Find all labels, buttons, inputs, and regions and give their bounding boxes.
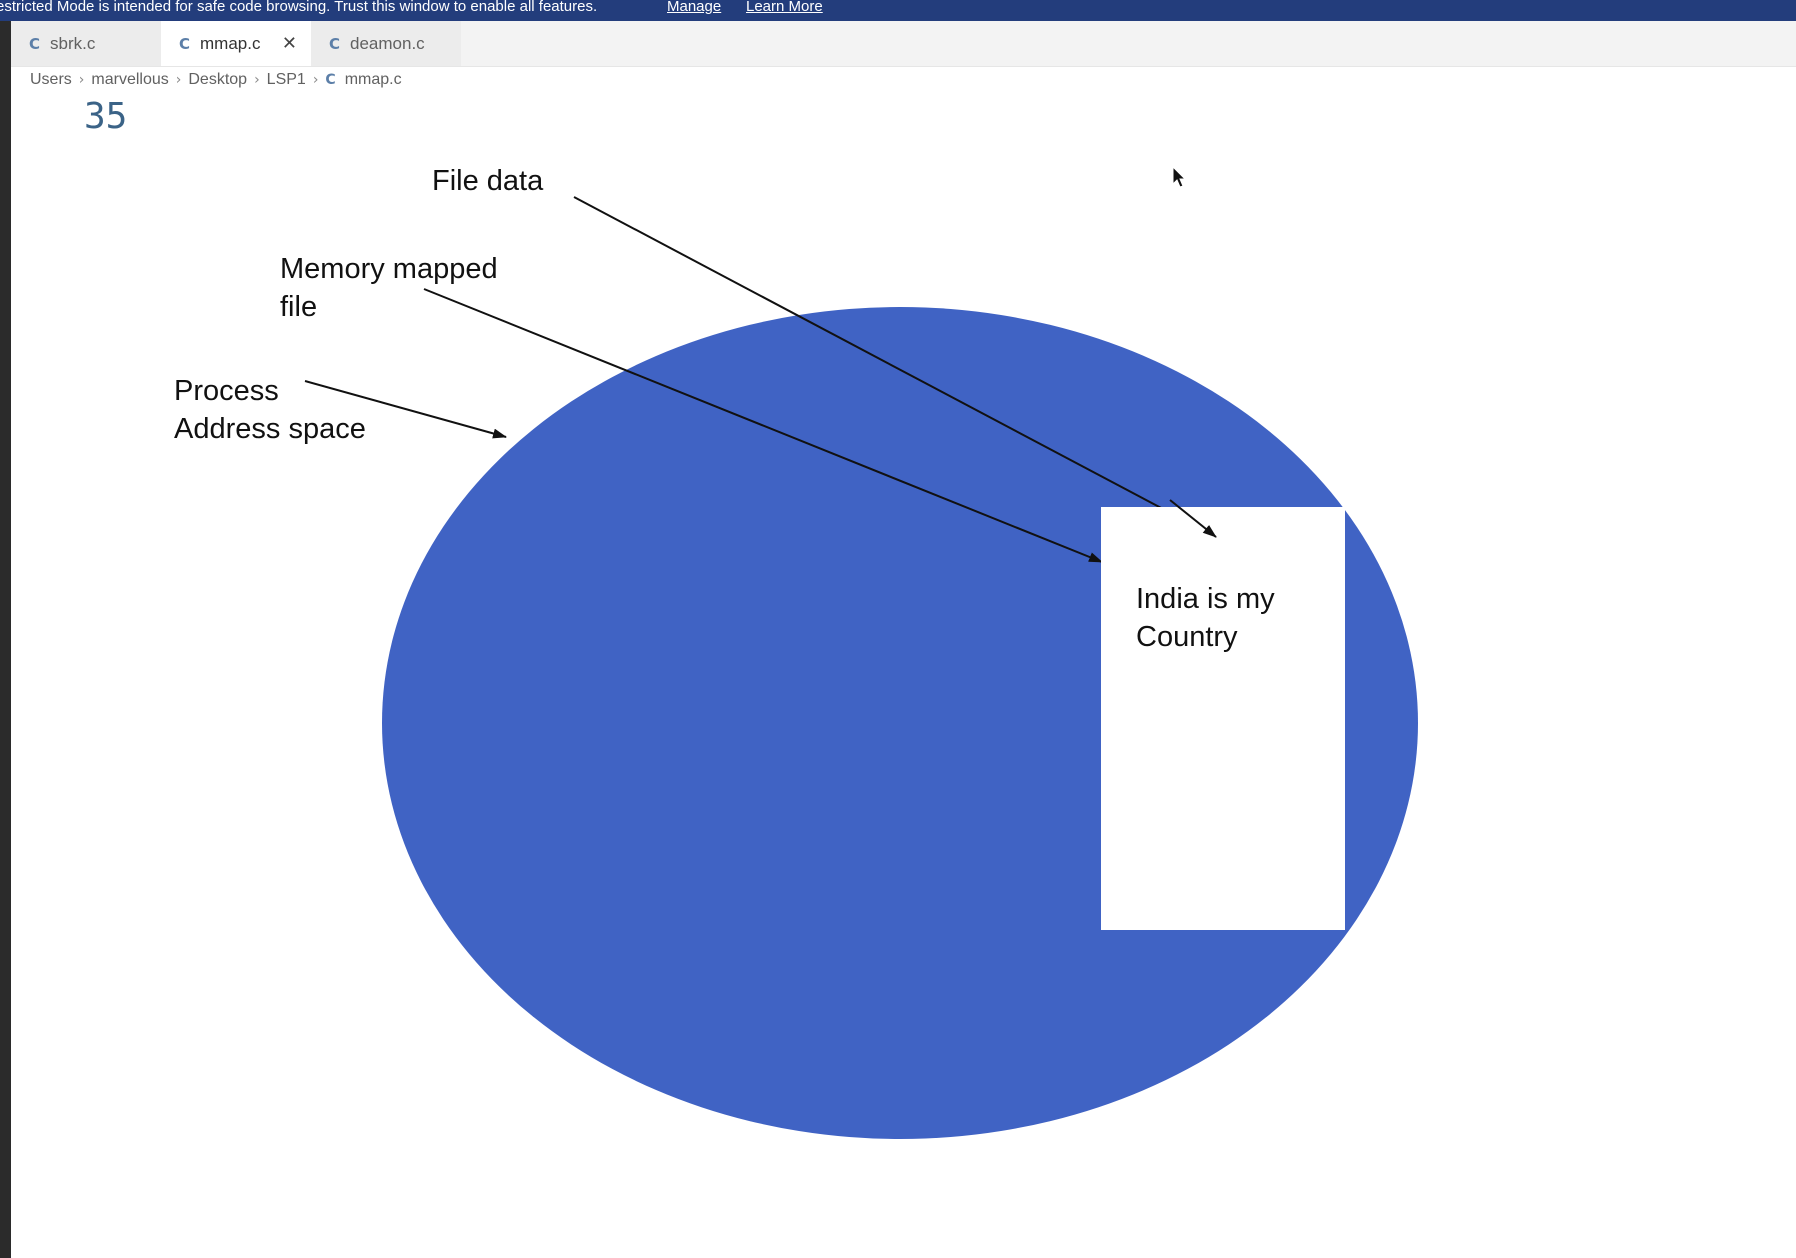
process-label-line2: Address space: [174, 413, 366, 445]
breadcrumb-item-users[interactable]: Users: [30, 71, 72, 88]
file-content-text: India is my Country: [1136, 583, 1275, 653]
breadcrumb-item-file[interactable]: mmap.c: [344, 71, 402, 88]
editor-tab-bar: C sbrk.c C mmap.c ✕ C deamon.c: [11, 21, 1796, 67]
breadcrumb: Users › marvellous › Desktop › LSP1 › C …: [30, 68, 402, 92]
process-address-space-arrow: [304, 380, 507, 439]
tab-mmap[interactable]: C mmap.c ✕: [161, 21, 311, 66]
learn-more-link[interactable]: Learn More: [746, 0, 823, 15]
manage-link[interactable]: Manage: [667, 0, 722, 15]
tab-sbrk[interactable]: C sbrk.c: [11, 21, 161, 66]
tab-label: mmap.c: [200, 33, 261, 53]
memory-mapped-label-line2: file: [280, 291, 318, 323]
mouse-pointer-icon: [1172, 166, 1187, 188]
c-file-icon: C: [325, 72, 336, 88]
process-label-line1: Process: [174, 375, 279, 407]
memory-mapped-label-line1: Memory mapped: [280, 253, 498, 285]
c-file-icon: C: [179, 34, 191, 53]
tab-label: sbrk.c: [50, 33, 96, 53]
breadcrumb-item-desktop[interactable]: Desktop: [188, 71, 248, 88]
c-file-icon: C: [329, 34, 341, 53]
chevron-right-icon: ›: [312, 72, 319, 88]
file-data-arrow: [573, 196, 1217, 538]
chevron-right-icon: ›: [78, 72, 85, 88]
line-number: 35: [84, 96, 128, 137]
restricted-mode-banner: estricted Mode is intended for safe code…: [0, 0, 1796, 21]
tab-deamon[interactable]: C deamon.c: [311, 21, 461, 66]
memory-mapped-file-arrow: [423, 288, 1103, 563]
chevron-right-icon: ›: [175, 72, 182, 88]
close-icon[interactable]: ✕: [281, 33, 297, 54]
breadcrumb-item-lsp1[interactable]: LSP1: [266, 71, 306, 88]
tab-label: deamon.c: [350, 33, 425, 53]
chevron-right-icon: ›: [254, 72, 260, 88]
left-window-edge: [0, 0, 11, 1258]
file-data-label: File data: [432, 165, 544, 197]
restricted-mode-message: estricted Mode is intended for safe code…: [0, 0, 598, 15]
breadcrumb-item-marvellous[interactable]: marvellous: [91, 71, 169, 88]
c-file-icon: C: [29, 34, 41, 53]
memory-mapped-region: India is my Country: [1101, 507, 1345, 930]
